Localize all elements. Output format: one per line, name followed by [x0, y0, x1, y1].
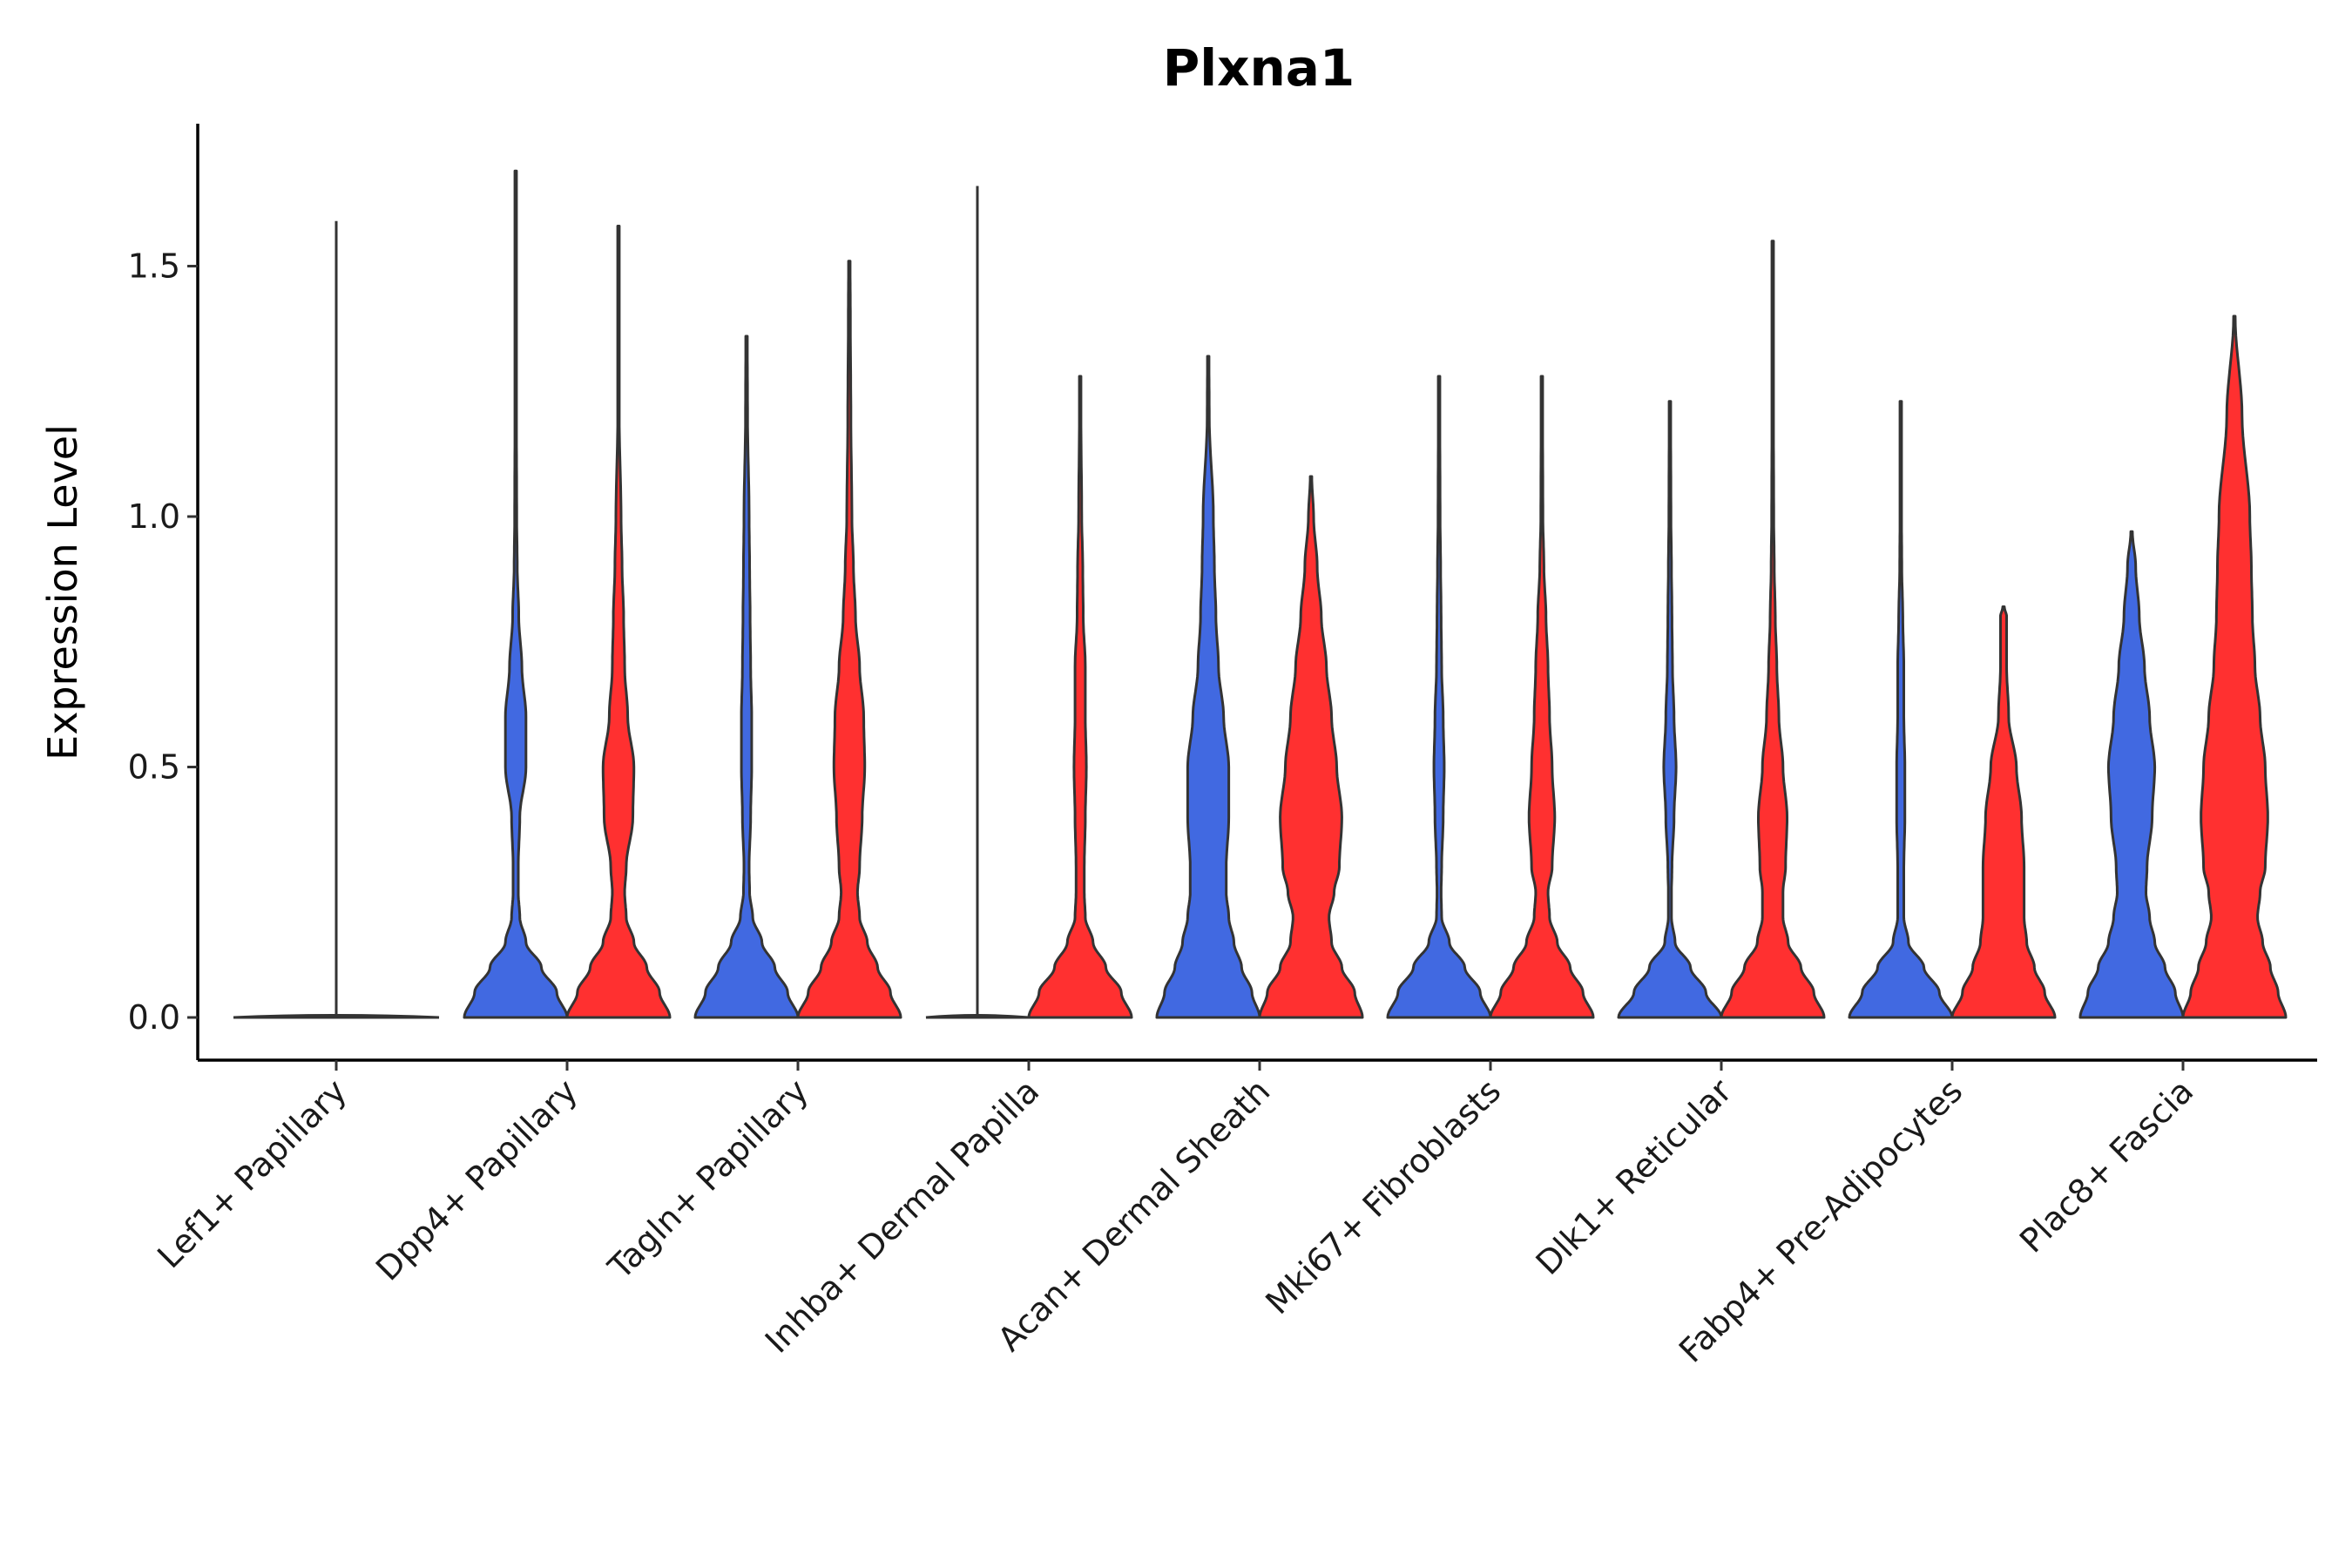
violin-4-single [925, 1014, 1030, 1019]
violin-4-group2 [1027, 375, 1133, 1019]
x-tick-label: Mki67+ Fibroblasts [1258, 1071, 1508, 1321]
x-tick-label: Lef1+ Papillary [150, 1071, 354, 1275]
violin-2-group2 [565, 225, 672, 1019]
y-tick-label: 1.5 [128, 247, 180, 286]
x-tick-label: Acan+ Dermal Sheath [990, 1071, 1277, 1358]
violin-7-group1 [1617, 400, 1723, 1019]
x-tick-label: Tagln+ Papillary [600, 1071, 815, 1287]
violin-6-group1 [1386, 375, 1492, 1019]
violin-1-single [233, 1014, 440, 1019]
violin-3-group2 [796, 260, 902, 1019]
violin-3-group1 [693, 335, 800, 1019]
y-tick-label: 0.5 [128, 748, 180, 787]
chart-title: Plxna1 [1163, 38, 1355, 98]
violin-8-group2 [1950, 605, 2057, 1019]
x-tick-label: Inhba+ Dermal Papilla [758, 1071, 1047, 1361]
violin-6-group2 [1489, 375, 1595, 1019]
violins-layer [233, 169, 2288, 1019]
violin-7-group2 [1720, 240, 1826, 1019]
violin-8-group1 [1848, 400, 1954, 1019]
violin-9-group1 [2078, 530, 2185, 1019]
x-tick-label: Dlk1+ Reticular [1529, 1071, 1740, 1282]
violin-5-group1 [1155, 355, 1261, 1019]
violin-9-group2 [2181, 314, 2288, 1019]
x-tick-label: Dpp4+ Papillary [368, 1071, 585, 1288]
y-tick-label: 0.0 [128, 998, 180, 1037]
y-tick-label: 1.0 [128, 497, 180, 536]
y-axis-title: Expression Level [39, 424, 86, 760]
violin-2-group1 [463, 169, 569, 1019]
violin-5-group2 [1258, 475, 1364, 1019]
x-tick-label: Plac8+ Fascia [2012, 1071, 2200, 1260]
